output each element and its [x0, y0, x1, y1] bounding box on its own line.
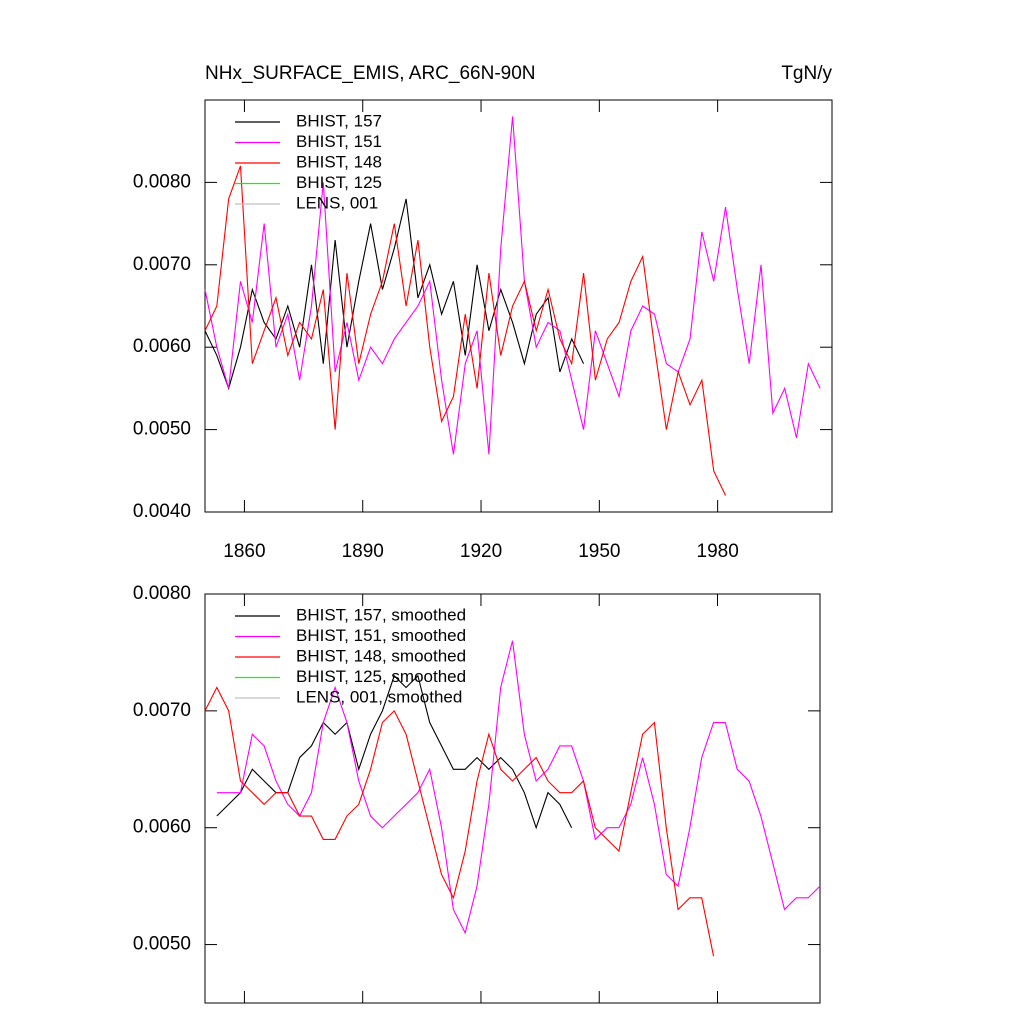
series-line — [204, 165, 727, 496]
y-tick-label: 0.0040 — [133, 501, 191, 522]
chart-title: NHx_SURFACE_EMIS, ARC_66N-90N — [205, 63, 536, 84]
legend-label: BHIST, 157, smoothed — [296, 605, 466, 624]
y-tick-label: 0.0080 — [133, 583, 191, 604]
series-line — [216, 640, 821, 935]
legend-label: LENS, 001 — [296, 193, 378, 212]
plot-frame — [204, 99, 833, 513]
legend-label: BHIST, 148 — [296, 152, 382, 171]
x-tick-label: 1920 — [460, 541, 502, 562]
y-tick-label: 0.0070 — [133, 254, 191, 275]
series-line — [204, 686, 715, 957]
y-tick-label: 0.0050 — [133, 934, 191, 955]
series-line — [204, 116, 821, 455]
legend-label: BHIST, 151 — [296, 132, 382, 151]
x-tick-label: 1890 — [342, 541, 384, 562]
y-tick-label: 0.0060 — [133, 336, 191, 357]
y-tick-label: 0.0060 — [133, 817, 191, 838]
x-tick-label: 1980 — [697, 541, 739, 562]
x-tick-label: 1860 — [223, 541, 265, 562]
legend-label: BHIST, 151, smoothed — [296, 626, 466, 645]
series-line — [204, 198, 585, 391]
legend-label: BHIST, 125 — [296, 173, 382, 192]
legend-label: LENS, 001, smoothed — [296, 687, 462, 706]
legend-label: BHIST, 125, smoothed — [296, 667, 466, 686]
legend-label: BHIST, 157 — [296, 111, 382, 130]
y-tick-label: 0.0050 — [133, 419, 191, 440]
y-tick-label: 0.0070 — [133, 700, 191, 721]
y-tick-label: 0.0080 — [133, 171, 191, 192]
plot-frame — [204, 593, 821, 1004]
x-tick-label: 1950 — [578, 541, 620, 562]
legend-label: BHIST, 148, smoothed — [296, 646, 466, 665]
units-label: TgN/y — [781, 63, 832, 84]
